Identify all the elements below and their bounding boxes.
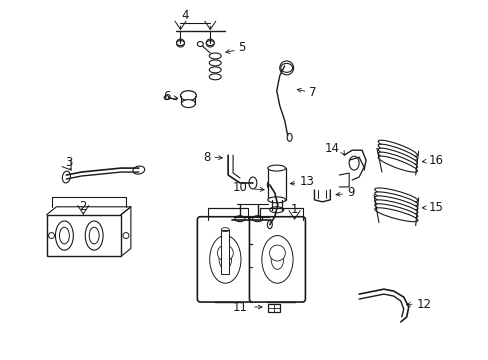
Circle shape — [269, 245, 285, 261]
Text: 5: 5 — [238, 41, 245, 54]
Text: 2: 2 — [80, 200, 87, 213]
Ellipse shape — [377, 144, 417, 160]
Circle shape — [176, 39, 184, 47]
Ellipse shape — [286, 133, 291, 141]
Text: 12: 12 — [416, 297, 431, 311]
Ellipse shape — [267, 197, 285, 203]
Ellipse shape — [85, 221, 103, 250]
Ellipse shape — [180, 91, 196, 100]
Ellipse shape — [267, 221, 272, 229]
Ellipse shape — [176, 41, 184, 46]
Text: 10: 10 — [233, 181, 247, 194]
Ellipse shape — [377, 152, 417, 168]
Ellipse shape — [181, 100, 195, 108]
Bar — [267, 304, 279, 312]
Ellipse shape — [374, 192, 417, 206]
Ellipse shape — [374, 188, 417, 202]
Ellipse shape — [133, 166, 144, 174]
FancyBboxPatch shape — [197, 217, 253, 302]
Ellipse shape — [374, 204, 417, 218]
Text: 15: 15 — [427, 201, 443, 214]
Ellipse shape — [248, 177, 256, 189]
Ellipse shape — [280, 63, 292, 72]
Circle shape — [279, 61, 293, 75]
Ellipse shape — [267, 181, 272, 189]
Ellipse shape — [209, 60, 221, 66]
Ellipse shape — [374, 200, 417, 214]
Bar — [46, 215, 121, 256]
Text: 11: 11 — [232, 301, 247, 314]
Ellipse shape — [197, 41, 203, 46]
Ellipse shape — [374, 196, 417, 210]
Ellipse shape — [206, 41, 214, 46]
Circle shape — [217, 245, 233, 261]
Bar — [221, 230, 229, 274]
Bar — [267, 168, 285, 200]
Text: 9: 9 — [346, 186, 354, 199]
Ellipse shape — [377, 148, 417, 164]
Text: 6: 6 — [163, 90, 170, 103]
Ellipse shape — [374, 208, 417, 222]
Ellipse shape — [267, 165, 285, 171]
Text: 4: 4 — [182, 9, 189, 22]
Text: 3: 3 — [64, 156, 72, 168]
Circle shape — [206, 39, 214, 47]
Text: 8: 8 — [203, 151, 210, 164]
Ellipse shape — [348, 156, 358, 170]
Ellipse shape — [164, 96, 169, 100]
Ellipse shape — [55, 221, 73, 250]
Text: 14: 14 — [324, 142, 339, 155]
Ellipse shape — [209, 53, 221, 59]
Text: 13: 13 — [299, 175, 314, 189]
Ellipse shape — [377, 140, 417, 156]
Text: 7: 7 — [309, 86, 316, 99]
FancyBboxPatch shape — [249, 217, 305, 302]
Ellipse shape — [269, 207, 283, 213]
Text: 16: 16 — [427, 154, 443, 167]
Ellipse shape — [377, 156, 417, 172]
Ellipse shape — [209, 74, 221, 80]
Ellipse shape — [62, 171, 70, 183]
Text: 1: 1 — [290, 203, 298, 216]
Ellipse shape — [209, 67, 221, 73]
